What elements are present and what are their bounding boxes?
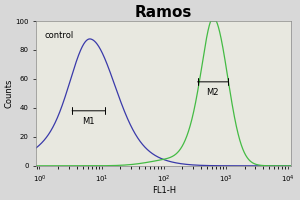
Title: Ramos: Ramos: [135, 5, 192, 20]
Text: M2: M2: [206, 88, 219, 97]
Y-axis label: Counts: Counts: [5, 79, 14, 108]
Text: M1: M1: [82, 117, 95, 126]
Text: control: control: [44, 31, 74, 40]
X-axis label: FL1-H: FL1-H: [152, 186, 176, 195]
